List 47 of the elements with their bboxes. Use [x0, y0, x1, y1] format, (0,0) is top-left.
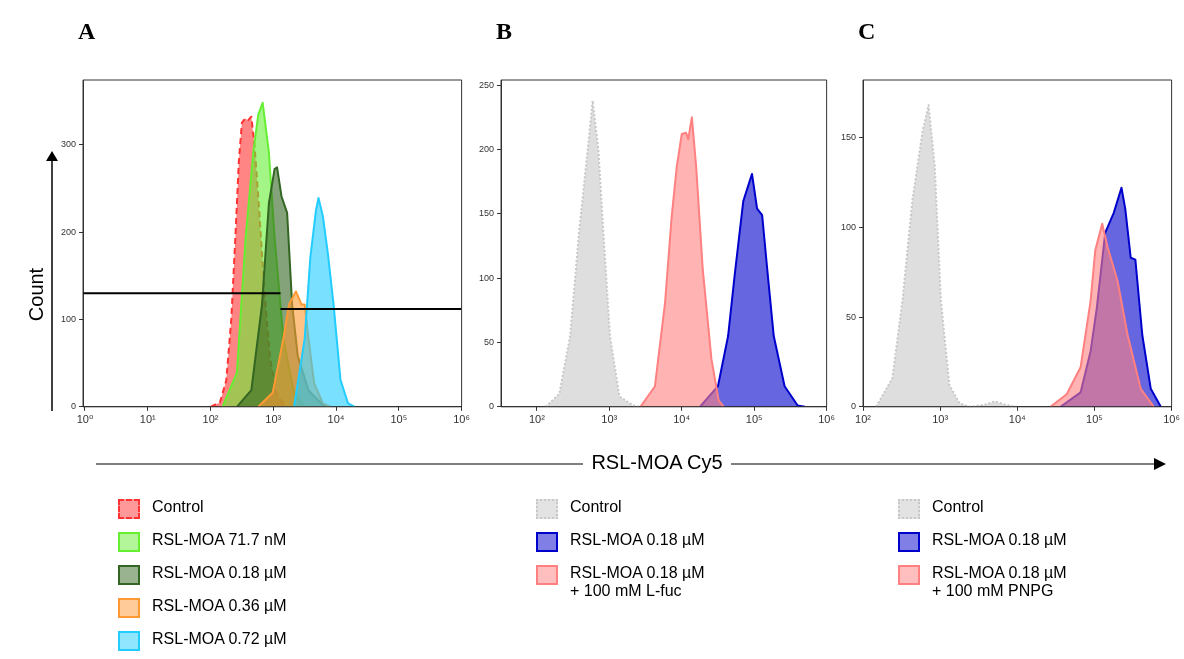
- x-tick-label: 10⁵: [1086, 413, 1103, 426]
- y-tick-label: 200: [478, 143, 495, 154]
- y-tick-label: 150: [840, 131, 857, 142]
- x-tick-label: 10¹: [139, 413, 157, 426]
- x-tick-label: 10⁵: [390, 413, 408, 426]
- x-axis-title: RSL-MOA Cy5: [583, 451, 731, 473]
- x-tick-label: 10⁴: [673, 413, 691, 426]
- y-tick-label: 0: [489, 401, 495, 412]
- y-tick-label: 50: [846, 311, 857, 322]
- x-tick-label: 10³: [601, 413, 618, 426]
- legend-label: RSL-MOA 0.18 µM: [152, 564, 287, 582]
- chart-title: A: [78, 18, 96, 45]
- y-tick-label: 0: [851, 401, 857, 412]
- x-tick-label: 10⁰: [76, 413, 94, 426]
- y-tick-label: 150: [478, 208, 495, 219]
- x-tick-label: 10⁴: [327, 413, 345, 426]
- x-tick-label: 10⁴: [1008, 413, 1027, 426]
- x-tick-label: 10³: [932, 413, 949, 426]
- legend-label: RSL-MOA 0.18 µM: [570, 531, 705, 549]
- x-tick-label: 10⁶: [1163, 413, 1180, 426]
- y-tick-label: 300: [60, 139, 77, 150]
- y-axis-title: Count: [24, 266, 48, 324]
- y-tick-label: 50: [484, 336, 495, 347]
- legend-label: Control: [152, 498, 204, 516]
- x-tick-label: 10³: [265, 413, 282, 426]
- legend-label: Control: [570, 498, 622, 516]
- chart-title: C: [858, 18, 876, 45]
- y-tick-label: 200: [60, 226, 77, 237]
- x-tick-label: 10²: [528, 413, 546, 426]
- legend-label: RSL-MOA 0.36 µM: [152, 597, 287, 615]
- legend-label: RSL-MOA 0.18 µM + 100 mM L-fuc: [570, 564, 705, 600]
- y-tick-label: 250: [478, 79, 495, 90]
- legend-label: RSL-MOA 0.18 µM: [932, 531, 1067, 549]
- x-tick-label: 10⁵: [745, 413, 763, 426]
- x-tick-label: 10⁶: [453, 413, 470, 426]
- y-tick-label: 100: [60, 313, 77, 324]
- chart-title: B: [496, 18, 513, 45]
- legend-label: RSL-MOA 0.72 µM: [152, 630, 287, 648]
- x-tick-label: 10⁶: [818, 413, 835, 426]
- legend-label: RSL-MOA 0.18 µM + 100 mM PNPG: [932, 564, 1067, 600]
- x-tick-label: 10²: [855, 413, 872, 426]
- legend-label: RSL-MOA 71.7 nM: [152, 531, 287, 549]
- y-tick-label: 100: [478, 272, 495, 283]
- y-tick-label: 100: [840, 221, 857, 232]
- y-tick-label: 0: [71, 401, 77, 412]
- legend-label: Control: [932, 498, 984, 516]
- x-tick-label: 10²: [202, 413, 219, 426]
